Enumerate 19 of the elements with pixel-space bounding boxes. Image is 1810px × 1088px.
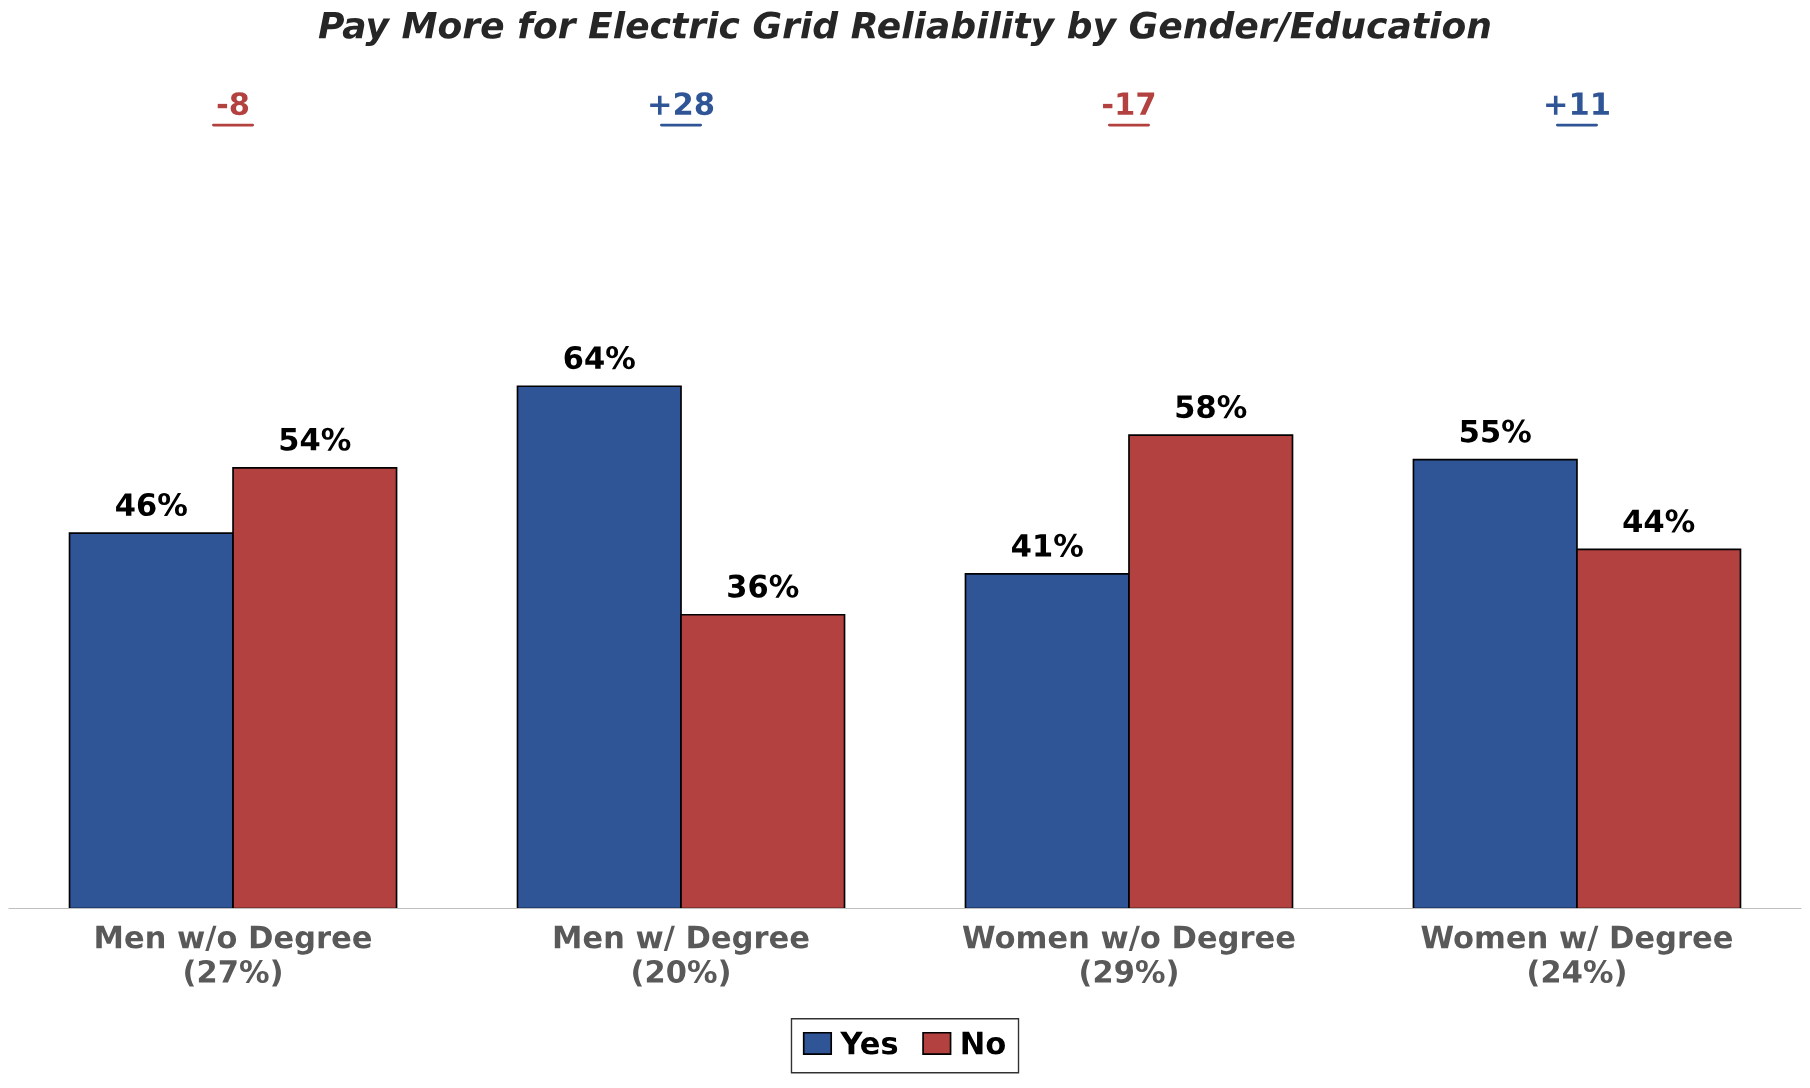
text: -8 <box>217 92 249 116</box>
data-label: 36% <box>728 574 799 598</box>
data-label: 44% <box>1623 509 1695 533</box>
data-label: 55% <box>1461 419 1531 443</box>
text: -17 <box>1103 92 1155 115</box>
legend-label: No <box>962 1031 1005 1055</box>
x-tick-label: Women w/o Degree (29%) <box>962 925 1295 987</box>
data-label: 58% <box>1176 395 1247 419</box>
data-label: 46% <box>116 492 187 517</box>
x-tick-label: Men w/ Degree (20%) <box>554 925 809 987</box>
data-label: 41% <box>1012 533 1083 557</box>
text: +11 <box>1546 92 1609 115</box>
legend-label: Yes <box>840 1031 898 1055</box>
x-tick-label: Women w/ Degree (24%) <box>1421 925 1732 987</box>
chart-title: Pay More for Electric Grid Reliability by Gender/Education <box>318 10 1490 47</box>
data-label: 54% <box>280 427 351 451</box>
data-label: 64% <box>564 346 635 370</box>
text: +28 <box>650 92 714 116</box>
x-tick-label: Men w/o Degree (27%) <box>96 925 372 987</box>
